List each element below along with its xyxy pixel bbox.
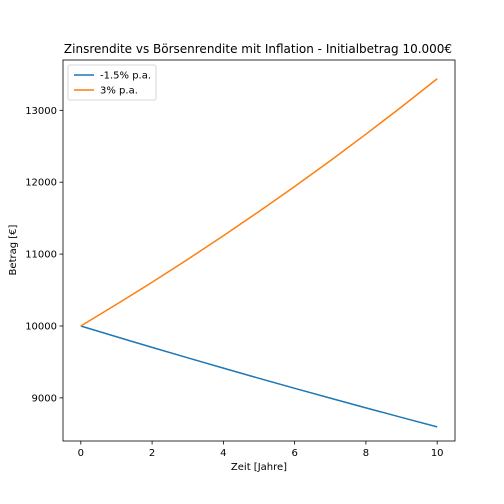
- x-tick-label: 8: [363, 448, 369, 459]
- y-axis: 9000 10000 11000 12000 13000: [25, 106, 63, 405]
- x-tick-label: 0: [78, 448, 84, 459]
- legend-label: 3% p.a.: [100, 86, 138, 97]
- x-tick-label: 6: [291, 448, 297, 459]
- legend: -1.5% p.a. 3% p.a.: [68, 65, 156, 100]
- series-line-2: [81, 79, 437, 326]
- x-tick-label: 4: [220, 448, 226, 459]
- x-tick-label: 10: [431, 448, 444, 459]
- x-axis-label: Zeit [Jahre]: [231, 462, 287, 473]
- x-tick-label: 2: [149, 448, 155, 459]
- y-tick-label: 11000: [25, 250, 57, 261]
- chart-title: Zinsrendite vs Börsenrendite mit Inflati…: [64, 42, 452, 56]
- legend-label: -1.5% p.a.: [100, 71, 151, 82]
- y-axis-label: Betrag [€]: [8, 224, 19, 275]
- y-tick-label: 13000: [25, 106, 57, 117]
- plot-area-frame: [63, 60, 455, 441]
- series-layer: [81, 79, 437, 427]
- y-tick-label: 10000: [25, 321, 57, 332]
- x-axis: 0 2 4 6 8 10: [78, 441, 444, 459]
- series-line-1: [81, 326, 437, 427]
- y-tick-label: 9000: [32, 393, 57, 404]
- y-tick-label: 12000: [25, 178, 57, 189]
